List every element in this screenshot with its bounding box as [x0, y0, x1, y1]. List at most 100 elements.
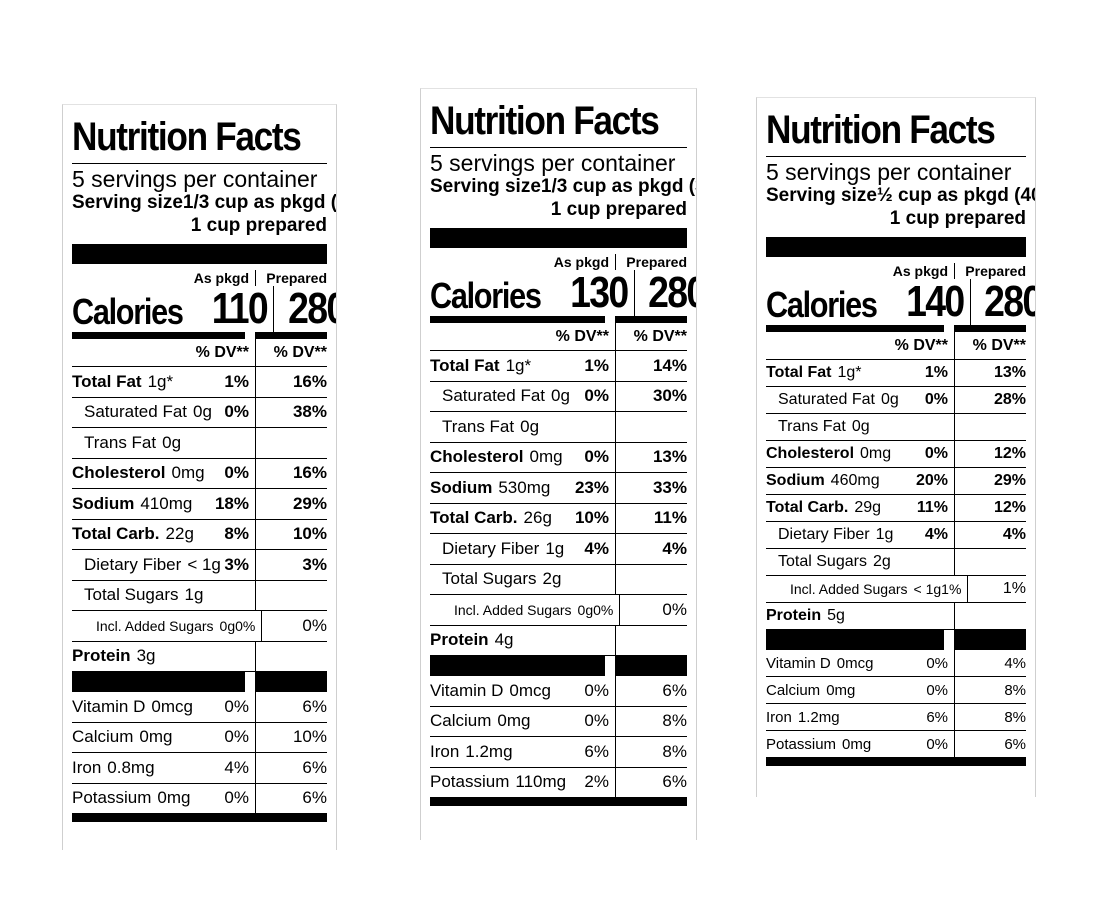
nutrient-dv-as-packaged: 4%	[924, 526, 948, 543]
nutrient-amount: 0g	[520, 416, 540, 436]
serving-size-value: ½ cup as pkgd (40g)	[876, 185, 1035, 206]
bottom-divider	[72, 814, 327, 822]
vitamin-dv-as-packaged: 0%	[584, 680, 609, 700]
nutrient-name: Total Fat	[72, 371, 142, 391]
nutrient-name: Protein	[430, 630, 489, 650]
nutrient-dv-prepared: 3%	[255, 550, 327, 580]
nutrient-dv-as-packaged: 0%	[224, 463, 249, 483]
servings-per-container: 5 servings per container	[430, 150, 676, 176]
vitamin-name: Vitamin D	[72, 696, 146, 716]
calories-row: Calories 130 280	[430, 270, 696, 316]
vitamin-dv-as-packaged: 0%	[926, 681, 948, 699]
column-headers: As pkgd Prepared	[430, 254, 687, 270]
nutrient-dv-as-packaged: 3%	[224, 554, 249, 574]
nutrient-name: Dietary Fiber	[778, 526, 870, 543]
serving-size-value: 1/3 cup as pkgd (30g)	[182, 192, 337, 213]
calories-rule	[72, 332, 327, 339]
nutrient-name: Total Sugars	[84, 585, 179, 605]
vitamin-dv-prepared: 8%	[954, 704, 1026, 730]
nutrient-row: Saturated Fat 0g 0% 30%	[430, 381, 687, 412]
vitamin-divider	[430, 656, 687, 676]
dv-header-as-packaged: % DV**	[195, 344, 249, 361]
vitamin-row: Calcium 0mg 0% 8%	[430, 706, 687, 737]
nutrient-row: Trans Fat 0g	[72, 428, 327, 459]
serving-size-label: Serving size	[430, 176, 541, 197]
nutrient-name: Incl. Added Sugars	[96, 617, 214, 634]
vitamin-amount: 0mg	[842, 735, 872, 753]
nutrient-dv-as-packaged: 1%	[924, 364, 948, 381]
nutrient-dv-prepared	[954, 603, 1026, 629]
nutrient-name: Dietary Fiber	[442, 538, 540, 558]
nutrient-amount: 1g*	[505, 355, 532, 375]
nutrient-name: Sodium	[430, 477, 493, 497]
nutrient-dv-as-packaged: 20%	[915, 472, 948, 489]
nutrient-dv-prepared: 29%	[954, 468, 1026, 494]
nutrient-amount: 1g*	[837, 364, 862, 381]
daily-value-header: % DV** % DV**	[430, 323, 687, 351]
vitamin-name: Iron	[430, 741, 460, 761]
vitamin-name: Calcium	[72, 727, 134, 747]
nutrient-row: Total Sugars 2g	[430, 564, 687, 595]
vitamin-row: Vitamin D 0mcg 0% 6%	[430, 676, 687, 707]
nutrient-row: Saturated Fat 0g 0% 38%	[72, 397, 327, 428]
column-headers: As pkgd Prepared	[72, 270, 327, 286]
vitamin-dv-as-packaged: 0%	[224, 696, 249, 716]
nutrient-dv-as-packaged: 0%	[584, 386, 609, 406]
vitamin-dv-prepared: 8%	[954, 677, 1026, 703]
vitamin-dv-prepared: 6%	[255, 783, 327, 813]
thick-divider	[430, 228, 687, 248]
servings-per-container: 5 servings per container	[72, 166, 318, 192]
nutrient-amount: 22g	[165, 524, 194, 544]
nutrition-label-3: Nutrition Facts 5 servings per container S…	[756, 97, 1036, 797]
nutrient-dv-prepared	[615, 412, 687, 442]
as-packaged-header: As pkgd	[553, 254, 609, 270]
nutrient-dv-prepared: 33%	[615, 473, 687, 503]
nutrient-dv-as-packaged: 8%	[224, 524, 249, 544]
prepared-serving-size: 1 cup prepared	[550, 199, 687, 220]
nutrient-dv-as-packaged: 0%	[593, 601, 614, 618]
calories-as-packaged: 110	[211, 284, 269, 333]
nutrient-amount: 0mg	[860, 445, 892, 462]
nutrient-amount: 0g	[551, 386, 570, 406]
nutrient-name: Total Carb.	[72, 524, 160, 544]
nutrient-dv-as-packaged: 0%	[924, 391, 948, 408]
vitamin-dv-as-packaged: 6%	[584, 741, 609, 761]
vitamin-name: Vitamin D	[430, 680, 504, 700]
vitamin-dv-prepared: 6%	[255, 692, 327, 722]
nutrient-amount: 1g	[875, 526, 894, 543]
vitamin-row: Iron 0.8mg 4% 6%	[72, 753, 327, 784]
nutrient-name: Cholesterol	[766, 445, 855, 462]
nutrient-dv-as-packaged: 23%	[574, 477, 609, 497]
nutrient-dv-as-packaged: 0%	[924, 445, 948, 462]
vitamin-row: Vitamin D 0mcg 0% 4%	[766, 650, 1026, 677]
nutrient-name: Total Sugars	[778, 553, 867, 570]
nutrient-row: Sodium 460mg 20% 29%	[766, 468, 1026, 495]
vitamin-amount: 0mcg	[509, 680, 551, 700]
prepared-serving-size: 1 cup prepared	[190, 215, 327, 236]
nutrient-amount: 0g	[162, 432, 182, 452]
vitamin-dv-prepared: 10%	[255, 722, 327, 752]
nutrient-row: Cholesterol 0mg 0% 13%	[430, 442, 687, 473]
nutrient-dv-prepared	[954, 549, 1026, 575]
nutrient-dv-prepared: 13%	[954, 360, 1026, 386]
nutrient-amount: 0mg	[529, 447, 563, 467]
nutrient-row: Dietary Fiber < 1g 3% 3%	[72, 550, 327, 581]
nutrient-amount: 2g	[542, 569, 562, 589]
nutrient-dv-prepared: 1%	[967, 576, 1026, 602]
dv-header-as-packaged: % DV**	[894, 337, 948, 354]
nutrient-dv-prepared: 16%	[255, 458, 327, 488]
label-title: Nutrition Facts	[72, 115, 302, 159]
nutrient-amount: 29g	[854, 499, 882, 516]
dv-header-prepared: % DV**	[255, 339, 327, 366]
nutrient-name: Trans Fat	[84, 432, 157, 452]
nutrition-label-2: Nutrition Facts 5 servings per container S…	[420, 88, 697, 840]
vitamin-amount: 0mg	[826, 681, 856, 699]
nutrient-row: Protein 4g	[430, 625, 687, 656]
nutrient-dv-prepared: 16%	[255, 367, 327, 397]
nutrient-dv-prepared: 12%	[954, 441, 1026, 467]
vitamin-name: Potassium	[72, 788, 152, 808]
vitamin-amount: 0mcg	[836, 654, 874, 672]
vitamin-dv-prepared: 6%	[954, 731, 1026, 757]
nutrient-row: Incl. Added Sugars 0g 0% 0%	[430, 595, 687, 626]
